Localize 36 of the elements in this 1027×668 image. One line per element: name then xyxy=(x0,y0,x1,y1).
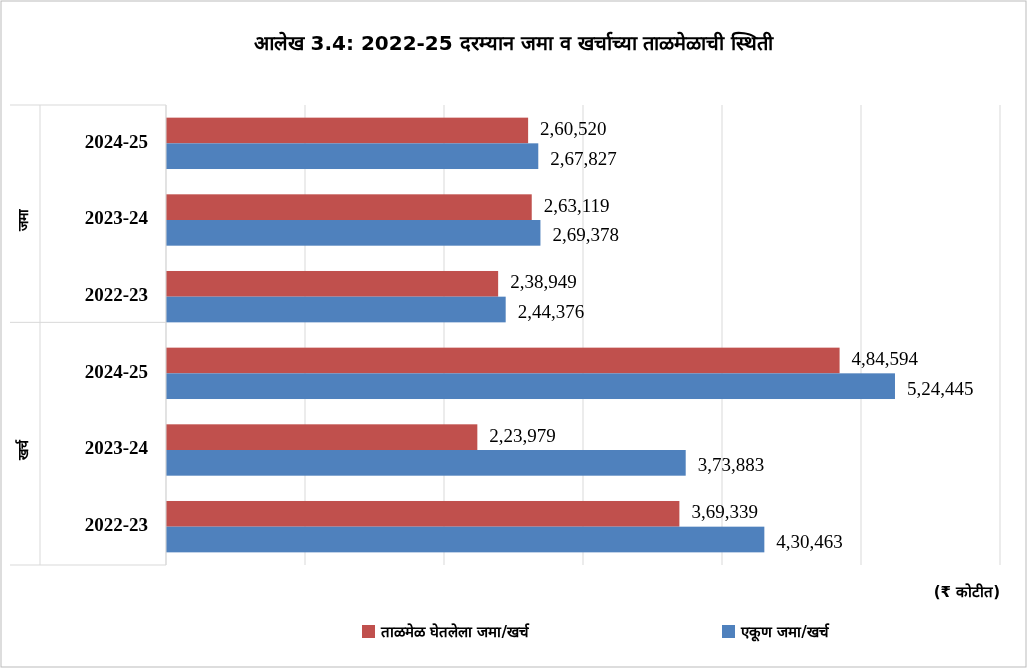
bar xyxy=(166,373,895,400)
chart-title: आलेख 3.4: 2022-25 दरम्यान जमा व खर्चाच्या ताळमेळाची स्थिती xyxy=(253,31,775,55)
data-label: 2,44,376 xyxy=(517,300,585,322)
bar xyxy=(166,296,506,323)
data-label: 2,69,378 xyxy=(552,224,619,246)
y-tick-label: 2023-24 xyxy=(84,437,149,459)
data-label: 4,30,463 xyxy=(776,530,843,552)
text: (₹ कोटीत) xyxy=(933,583,1000,601)
y-tick-label: 2023-24 xyxy=(84,207,149,229)
y-tick-label: 2024-25 xyxy=(84,360,148,382)
bar xyxy=(166,117,529,144)
data-label: 2,63,119 xyxy=(543,194,610,216)
data-label: 2,67,827 xyxy=(550,147,617,169)
legend-label: ताळमेळ घेतलेला जमा/खर्च xyxy=(380,623,530,641)
bar xyxy=(166,194,532,220)
y-tick-label: 2024-25 xyxy=(84,130,148,152)
data-label: 3,69,339 xyxy=(691,501,758,523)
data-label: 2,23,979 xyxy=(489,424,556,446)
bar xyxy=(166,270,499,297)
data-label: 2,60,520 xyxy=(540,117,607,139)
bar xyxy=(166,143,539,170)
bar xyxy=(166,526,765,553)
bar xyxy=(166,450,686,476)
bar xyxy=(166,500,680,527)
data-label: 5,24,445 xyxy=(906,377,974,399)
legend-label: एकूण जमा/खर्च xyxy=(740,623,830,642)
y-tick-label: 2022-23 xyxy=(84,514,148,536)
data-label: 4,84,594 xyxy=(851,347,919,369)
bar xyxy=(166,220,541,246)
y-tick-label: 2022-23 xyxy=(84,284,148,306)
data-label: 3,73,883 xyxy=(697,454,765,476)
data-label: 2,38,949 xyxy=(510,271,577,293)
bar xyxy=(166,347,840,374)
bar xyxy=(166,424,478,450)
text: जमा xyxy=(15,208,31,232)
text: खर्च xyxy=(15,439,31,461)
